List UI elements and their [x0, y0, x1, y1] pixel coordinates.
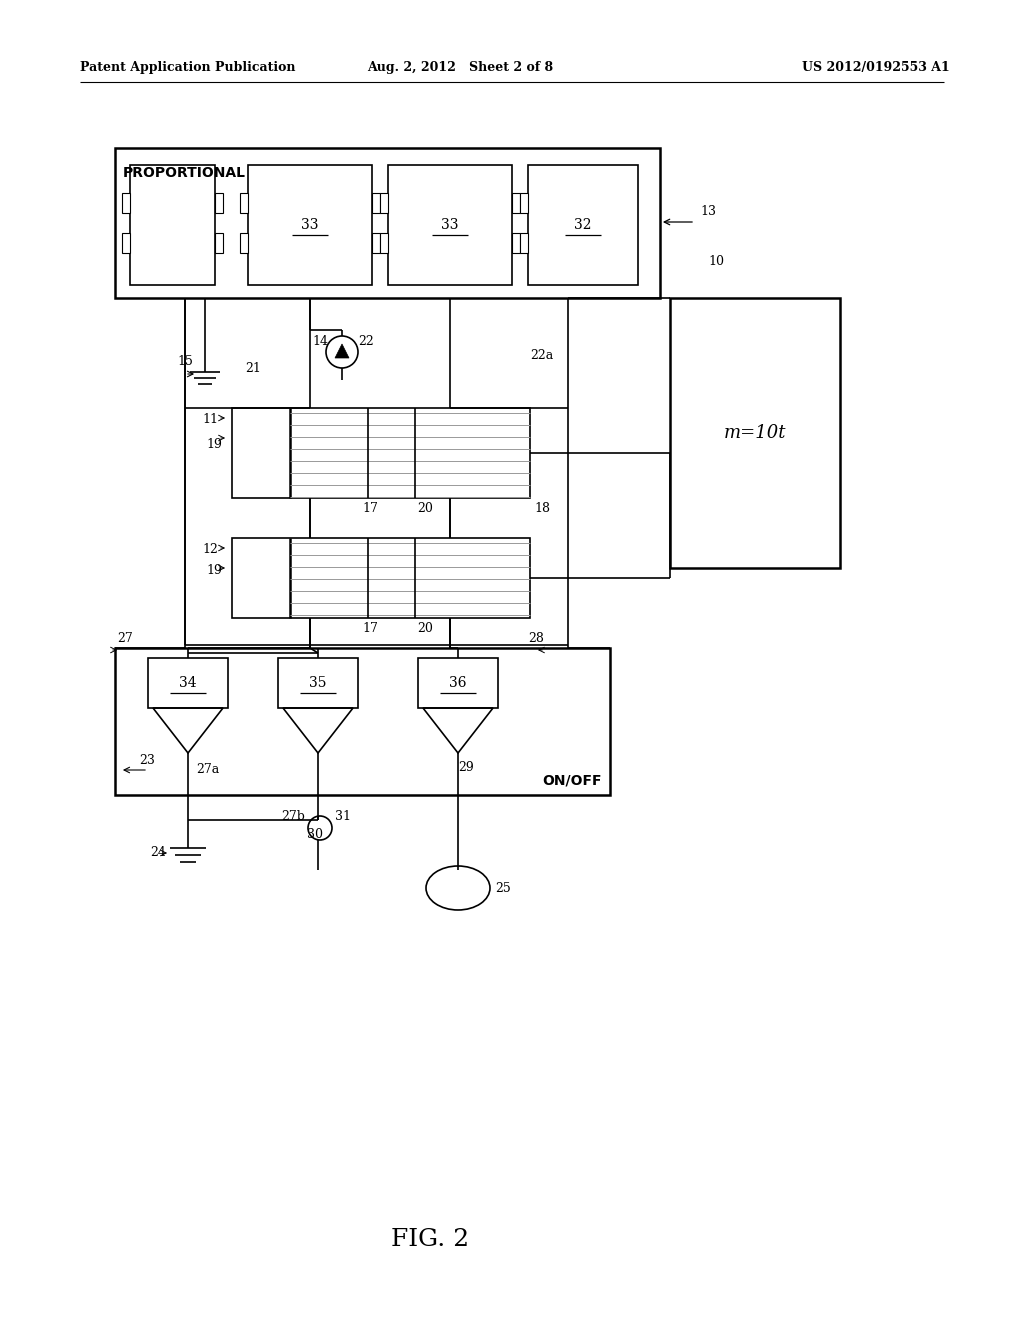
Text: Aug. 2, 2012   Sheet 2 of 8: Aug. 2, 2012 Sheet 2 of 8	[367, 62, 553, 74]
Bar	[380, 193, 388, 213]
Bar	[388, 165, 512, 285]
Polygon shape	[335, 345, 349, 358]
Bar	[130, 165, 215, 285]
Text: 28: 28	[528, 632, 544, 645]
Text: 17: 17	[362, 622, 378, 635]
Bar	[520, 193, 528, 213]
Text: 31: 31	[335, 810, 351, 822]
Text: 27a: 27a	[196, 763, 219, 776]
Text: 17: 17	[362, 502, 378, 515]
Text: 10: 10	[708, 255, 724, 268]
Bar	[122, 193, 130, 213]
Text: 19: 19	[206, 438, 222, 451]
Text: 21: 21	[245, 362, 261, 375]
Text: 33: 33	[301, 218, 318, 232]
Text: PROPORTIONAL: PROPORTIONAL	[123, 166, 246, 180]
Bar	[232, 408, 530, 498]
Text: 36: 36	[450, 676, 467, 690]
Bar	[670, 298, 840, 568]
Text: 30: 30	[307, 828, 323, 841]
Text: m=10t: m=10t	[724, 424, 786, 442]
Text: 32: 32	[574, 218, 592, 232]
Bar	[380, 234, 388, 253]
Text: 27b: 27b	[282, 810, 305, 822]
Text: 13: 13	[700, 205, 716, 218]
Bar	[528, 165, 638, 285]
Text: ON/OFF: ON/OFF	[543, 774, 602, 787]
Text: 22: 22	[358, 335, 374, 348]
Bar	[240, 234, 248, 253]
Bar	[115, 648, 610, 795]
Bar	[520, 234, 528, 253]
Bar	[122, 234, 130, 253]
Text: 27: 27	[117, 632, 133, 645]
Text: 20: 20	[417, 502, 433, 515]
Bar	[240, 193, 248, 213]
Text: 12: 12	[202, 543, 218, 556]
Text: 23: 23	[139, 754, 155, 767]
Bar	[215, 234, 223, 253]
Bar	[232, 539, 530, 618]
Bar	[148, 657, 228, 708]
Bar	[418, 657, 498, 708]
Bar	[512, 234, 520, 253]
Text: 24: 24	[151, 846, 166, 859]
Text: FIG. 2: FIG. 2	[391, 1229, 469, 1251]
Bar	[248, 165, 372, 285]
Text: 25: 25	[495, 882, 511, 895]
Text: 15: 15	[177, 355, 193, 368]
Bar	[115, 148, 660, 298]
Bar	[512, 193, 520, 213]
Text: 22a: 22a	[530, 348, 553, 362]
Text: 34: 34	[179, 676, 197, 690]
Text: 20: 20	[417, 622, 433, 635]
Text: 14: 14	[312, 335, 328, 348]
Text: 29: 29	[458, 762, 474, 774]
Text: 18: 18	[534, 502, 550, 515]
Text: Patent Application Publication: Patent Application Publication	[80, 62, 296, 74]
Text: US 2012/0192553 A1: US 2012/0192553 A1	[802, 62, 950, 74]
Bar	[372, 193, 380, 213]
Text: 35: 35	[309, 676, 327, 690]
Bar	[372, 234, 380, 253]
Text: 11: 11	[202, 413, 218, 426]
Text: 19: 19	[206, 564, 222, 577]
Bar	[278, 657, 358, 708]
Text: 33: 33	[441, 218, 459, 232]
Bar	[215, 193, 223, 213]
